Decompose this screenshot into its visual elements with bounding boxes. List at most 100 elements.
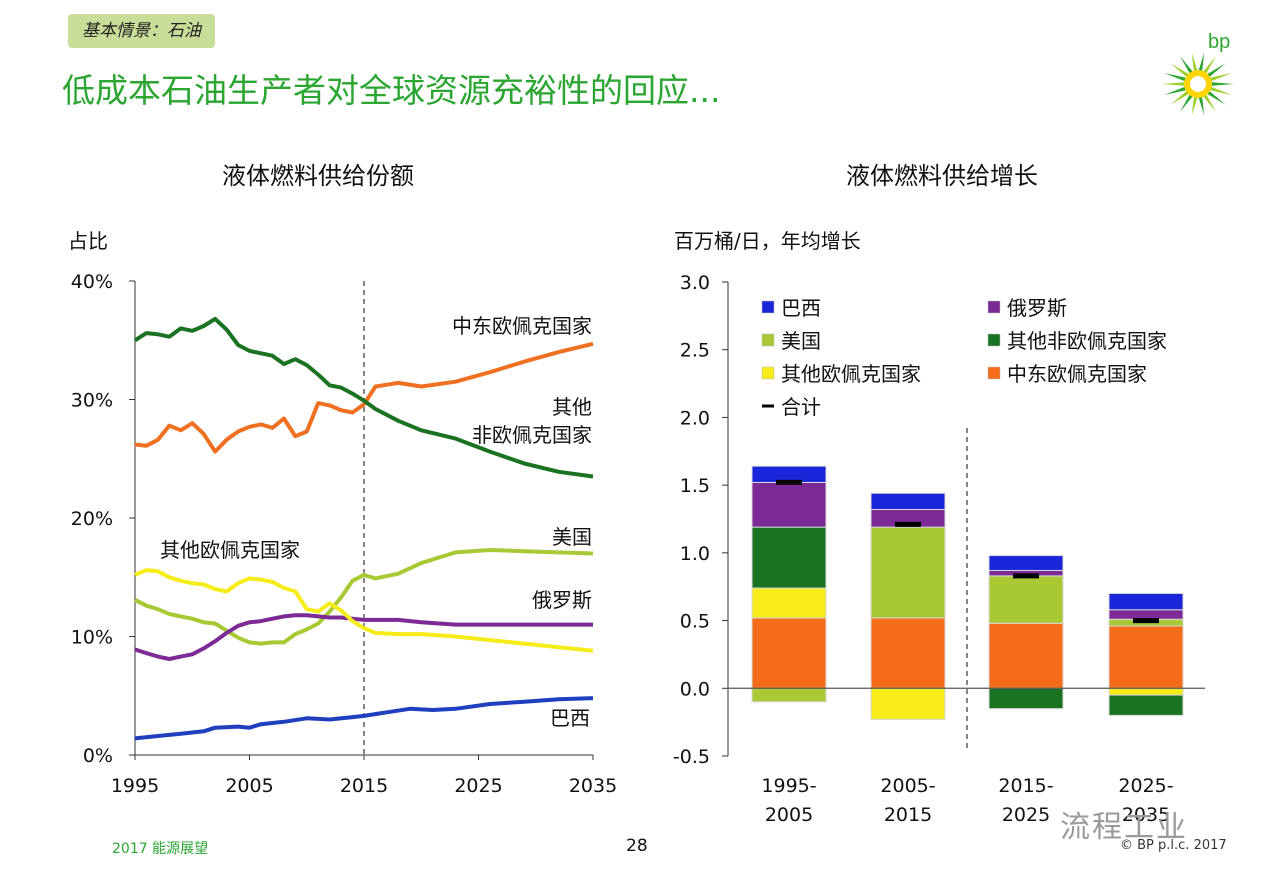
y-tick-label: 1.0 (680, 543, 710, 565)
legend-label: 俄罗斯 (1007, 296, 1067, 320)
series-line (133, 316, 594, 479)
legend-swatch (987, 366, 1001, 380)
y-tick-label: -0.5 (673, 746, 710, 768)
helios-ray (1180, 93, 1194, 112)
x-category-label: 2015 (884, 804, 932, 826)
x-category-label: 2005 (765, 804, 813, 826)
copyright: © BP p.l.c. 2017 (1120, 838, 1227, 853)
bar-segment (988, 622, 1064, 689)
legend-label: 其他欧佩克国家 (781, 362, 921, 386)
series-label: 俄罗斯 (532, 588, 592, 612)
series-line (134, 696, 594, 741)
helios-icon (1162, 52, 1234, 116)
legend-swatch (761, 300, 775, 314)
legend-swatch (987, 333, 1001, 347)
x-category-label: 1995- (761, 775, 816, 797)
x-category-label: 2025- (1118, 775, 1173, 797)
y-tick-label: 20% (71, 508, 113, 530)
y-tick-label: 3.0 (680, 272, 710, 294)
series-label: 其他 (552, 395, 592, 419)
helios-ray (1164, 86, 1188, 95)
legend-label: 其他非欧佩克国家 (1007, 329, 1167, 353)
bar-segment (751, 526, 827, 589)
page-number: 28 (626, 836, 648, 856)
helios-ray (1164, 73, 1188, 82)
y-tick-label: 40% (71, 271, 113, 293)
helios-ray (1162, 82, 1187, 86)
helios-ray (1191, 52, 1198, 73)
x-tick-label: 2035 (569, 775, 617, 797)
bar-segment (870, 617, 946, 689)
y-tick-label: 1.5 (680, 475, 710, 497)
x-category-label: 2025 (1002, 804, 1050, 826)
watermark: 流程工业 (1060, 810, 1188, 845)
bar-segment (751, 481, 827, 528)
helios-ray (1208, 73, 1232, 82)
helios-ray (1202, 93, 1216, 112)
line-chart: 占比 0% 10% 20% 30% 40% 1995 2005 2015 2025 2035 中东欧佩… (68, 229, 617, 797)
bar-segment (870, 687, 946, 720)
series-label: 其他欧佩克国家 (160, 538, 300, 562)
bp-logo-text: bp (1208, 31, 1230, 53)
series-line (134, 548, 594, 646)
footer-report-name: 2017 能源展望 (112, 841, 209, 857)
y-tick-label: 30% (71, 390, 113, 412)
bp-logo: bp (1162, 31, 1234, 116)
x-category-label: 2005- (880, 775, 935, 797)
series-label: 中东欧佩克国家 (452, 314, 592, 338)
x-tick-label: 2015 (340, 775, 388, 797)
helios-ray (1209, 82, 1234, 86)
x-tick-label: 2025 (454, 775, 502, 797)
legend-label: 巴西 (781, 296, 821, 320)
series-line (134, 613, 593, 661)
bar-segment (751, 687, 827, 703)
x-category-label: 2015- (998, 775, 1053, 797)
y-axis-title: 百万桶/日，年均增长 (674, 229, 861, 253)
bar-segment (1108, 592, 1184, 611)
legend-label: 美国 (781, 329, 821, 353)
bar-segment (988, 687, 1064, 710)
series-label: 巴西 (550, 706, 590, 730)
y-tick-label: 0% (83, 745, 113, 767)
helios-ray (1208, 86, 1232, 95)
bar-segment (1108, 609, 1184, 620)
series-line (134, 341, 594, 454)
scenario-tag: 基本情景：石油 (68, 14, 215, 48)
helios-ray (1202, 56, 1216, 75)
bar-segment (870, 526, 946, 619)
x-tick-label: 1995 (111, 775, 159, 797)
y-tick-label: 2.5 (680, 340, 710, 362)
y-axis-title: 占比 (68, 229, 108, 253)
helios-ray (1180, 56, 1194, 75)
series-label: 美国 (552, 525, 592, 549)
bar-segment (1108, 694, 1184, 716)
y-tick-label: 0.0 (680, 678, 710, 700)
bar-segment (751, 617, 827, 689)
helios-ray (1198, 95, 1205, 116)
bar-segment (870, 492, 946, 511)
series-line (134, 568, 594, 653)
bar-segment (751, 587, 827, 619)
bar-segment (988, 575, 1064, 624)
y-tick-label: 2.0 (680, 407, 710, 429)
bar-segment (1108, 687, 1184, 696)
x-category-label: 2035 (1122, 804, 1170, 826)
legend-label: 合计 (781, 395, 821, 419)
helios-ray (1191, 95, 1198, 116)
legend-label: 中东欧佩克国家 (1007, 362, 1147, 386)
helios-ray (1170, 90, 1191, 105)
y-tick-label: 10% (71, 627, 113, 649)
helios-ray (1205, 90, 1226, 105)
legend-swatch (761, 366, 775, 380)
bar-chart: 百万桶/日，年均增长 3.0 2.5 2.0 1.5 1.0 0.5 0.0 -0.5 1995-… (673, 229, 1205, 826)
helios-ray (1198, 52, 1205, 73)
bar-segment (1108, 625, 1184, 689)
y-tick-label: 0.5 (680, 611, 710, 633)
bar-segment (988, 555, 1064, 571)
helios-ray (1205, 63, 1226, 78)
helios-ray (1170, 63, 1191, 78)
left-chart-title: 液体燃料供给份额 (222, 162, 414, 190)
right-chart-title: 液体燃料供给增长 (846, 162, 1038, 190)
legend-swatch (761, 333, 775, 347)
